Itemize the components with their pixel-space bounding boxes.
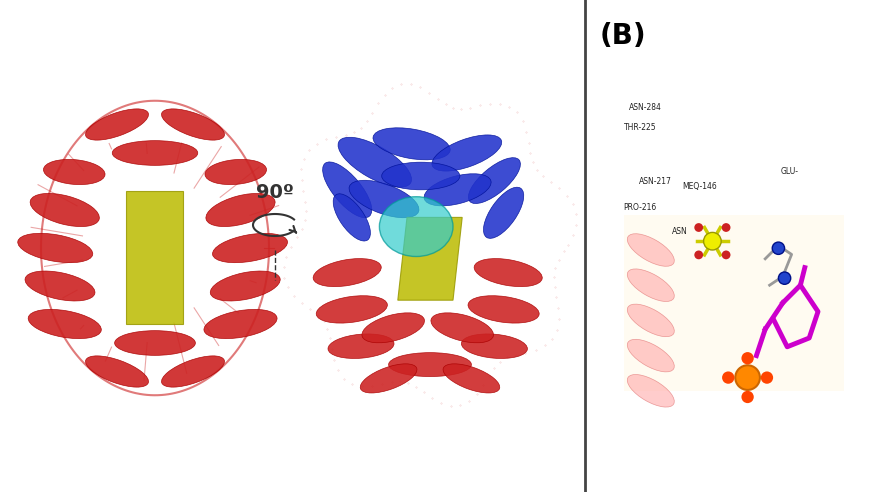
Text: GLU-: GLU- — [780, 167, 798, 177]
Polygon shape — [586, 0, 869, 492]
Ellipse shape — [379, 197, 453, 256]
Circle shape — [693, 223, 702, 232]
Ellipse shape — [474, 259, 541, 287]
Ellipse shape — [373, 128, 449, 160]
Ellipse shape — [442, 364, 499, 393]
Ellipse shape — [338, 137, 411, 187]
Ellipse shape — [313, 259, 381, 287]
Ellipse shape — [627, 234, 673, 266]
Ellipse shape — [360, 364, 416, 393]
Circle shape — [721, 250, 730, 259]
Ellipse shape — [206, 193, 275, 227]
Text: THR-225: THR-225 — [623, 123, 655, 131]
Polygon shape — [397, 217, 461, 300]
Ellipse shape — [162, 109, 224, 140]
Circle shape — [721, 223, 730, 232]
Ellipse shape — [115, 331, 196, 355]
Ellipse shape — [388, 353, 471, 376]
Circle shape — [734, 365, 759, 390]
Ellipse shape — [205, 159, 266, 184]
Ellipse shape — [17, 233, 93, 263]
Ellipse shape — [468, 157, 520, 204]
Circle shape — [721, 371, 733, 384]
Text: ASN: ASN — [672, 227, 687, 237]
Ellipse shape — [627, 269, 673, 302]
Ellipse shape — [461, 334, 527, 359]
Ellipse shape — [333, 194, 370, 241]
Polygon shape — [126, 191, 183, 324]
Ellipse shape — [162, 356, 224, 387]
Ellipse shape — [315, 296, 387, 323]
Text: (B): (B) — [600, 22, 646, 50]
Circle shape — [740, 391, 753, 403]
Polygon shape — [624, 215, 844, 391]
Ellipse shape — [210, 271, 280, 301]
Ellipse shape — [85, 109, 149, 140]
Ellipse shape — [468, 296, 539, 323]
Ellipse shape — [30, 193, 99, 227]
Text: ASN-217: ASN-217 — [638, 178, 671, 186]
Circle shape — [740, 352, 753, 365]
Ellipse shape — [203, 309, 276, 338]
Ellipse shape — [322, 162, 371, 217]
Circle shape — [693, 250, 702, 259]
Ellipse shape — [348, 180, 419, 217]
Ellipse shape — [43, 159, 105, 184]
Ellipse shape — [328, 334, 394, 359]
Ellipse shape — [627, 374, 673, 407]
Ellipse shape — [28, 309, 101, 338]
Ellipse shape — [627, 304, 673, 337]
Ellipse shape — [85, 356, 149, 387]
Ellipse shape — [381, 162, 460, 190]
Ellipse shape — [362, 313, 424, 343]
Circle shape — [760, 371, 773, 384]
Text: MEQ-146: MEQ-146 — [682, 183, 717, 191]
Text: ASN-284: ASN-284 — [627, 102, 660, 112]
Ellipse shape — [431, 135, 501, 171]
Ellipse shape — [25, 271, 95, 301]
Text: PRO-216: PRO-216 — [623, 203, 656, 212]
Ellipse shape — [430, 313, 493, 343]
Text: 90º: 90º — [255, 183, 294, 202]
Ellipse shape — [627, 339, 673, 372]
Circle shape — [703, 232, 720, 250]
Ellipse shape — [212, 233, 287, 263]
Ellipse shape — [483, 187, 523, 239]
Circle shape — [778, 272, 790, 284]
Circle shape — [772, 242, 784, 254]
Ellipse shape — [423, 174, 491, 206]
Ellipse shape — [112, 141, 197, 165]
